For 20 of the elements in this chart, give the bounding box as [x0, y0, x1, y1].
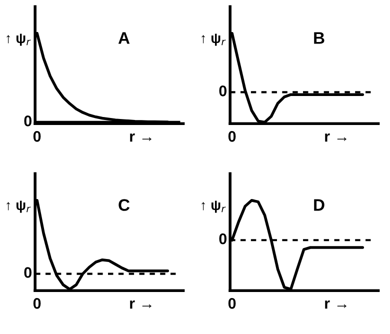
x-axis-title: r →: [130, 300, 152, 309]
text: 0: [228, 298, 236, 309]
annotation: C: [118, 199, 130, 211]
x-axis-title: r →: [130, 133, 152, 142]
x-axis-title: r →: [325, 300, 346, 309]
annotation: A: [118, 32, 130, 44]
y-axis-title: ↑ ψ$_{r}$: [202, 34, 226, 46]
text: 0: [33, 298, 41, 309]
text: 0: [33, 130, 41, 142]
y-axis-title: ↑ ψ$_{r}$: [6, 200, 31, 213]
ref-line-label: 0: [219, 233, 227, 244]
annotation: D: [314, 199, 324, 211]
ref-line-label: 0: [219, 86, 227, 96]
ref-line-label: 0: [24, 116, 32, 126]
x-axis-title: r →: [325, 133, 346, 142]
y-axis-title: ↑ ψ$_{r}$: [6, 34, 31, 46]
text: 0: [228, 130, 236, 142]
annotation: B: [314, 32, 324, 44]
ref-line-label: 0: [24, 267, 32, 278]
y-axis-title: ↑ ψ$_{r}$: [202, 200, 226, 213]
